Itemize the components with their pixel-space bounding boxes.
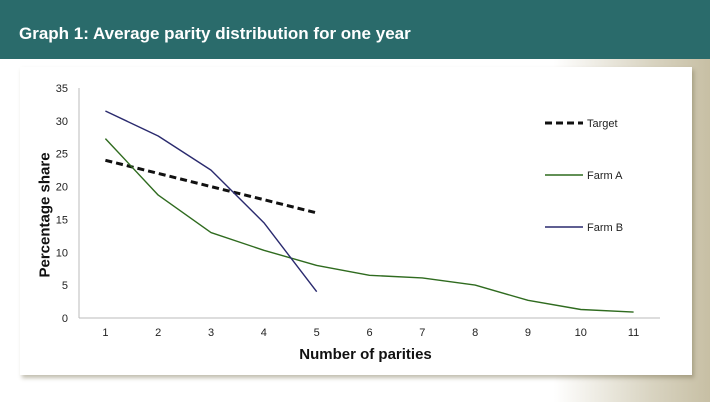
y-tick-label: 5: [62, 280, 68, 292]
x-tick-label: 8: [472, 327, 478, 339]
legend-label: Target: [587, 118, 618, 130]
series-line-farm-b: [105, 110, 318, 293]
x-tick-label: 11: [628, 327, 639, 339]
header-banner: Graph 1: Average parity distribution for…: [0, 0, 710, 59]
x-tick-label: 9: [525, 327, 531, 339]
page-title: Graph 1: Average parity distribution for…: [19, 24, 411, 43]
y-tick-label: 15: [56, 214, 68, 226]
x-tick-label: 4: [261, 327, 267, 339]
legend: Target Farm A Farm B: [545, 118, 623, 234]
chart-axes: [78, 88, 660, 319]
y-tick-label: 25: [56, 149, 68, 161]
y-tick-label: 0: [62, 313, 68, 325]
x-tick-label: 10: [575, 327, 587, 339]
x-tick-label: 2: [155, 327, 161, 339]
series-line-target: [105, 158, 318, 215]
series-line-farm-a: [104, 138, 634, 313]
y-tick-labels: 0 5 10 15 20 25 30 35: [56, 83, 68, 325]
x-tick-label: 6: [366, 327, 372, 339]
x-tick-label: 7: [419, 327, 425, 339]
series-lines: [104, 110, 634, 313]
y-tick-label: 30: [56, 116, 68, 128]
y-tick-label: 35: [56, 83, 68, 95]
x-tick-label: 5: [314, 327, 320, 339]
y-tick-label: 10: [56, 247, 68, 259]
x-axis-title: Number of parities: [299, 346, 432, 363]
x-tick-label: 3: [208, 327, 214, 339]
x-tick-labels: 1 2 3 4 5 6 7 8 9 10 11: [102, 327, 639, 339]
legend-label: Farm B: [587, 222, 623, 234]
legend-label: Farm A: [587, 170, 623, 182]
x-tick-label: 1: [102, 327, 108, 339]
y-tick-label: 20: [56, 182, 68, 194]
chart-panel: [20, 67, 692, 375]
y-axis-title: Percentage share: [36, 152, 53, 277]
